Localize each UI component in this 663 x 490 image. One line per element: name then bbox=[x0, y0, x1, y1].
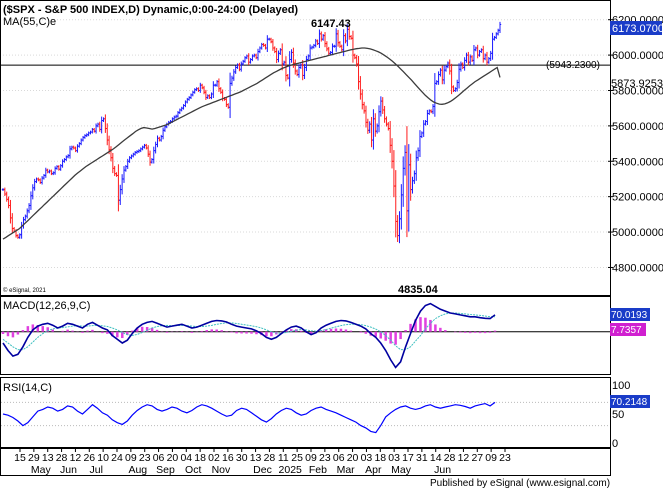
price-tick-label: 5000.0000 bbox=[612, 227, 663, 239]
published-by: Published by eSignal (www.esignal.com) bbox=[430, 478, 610, 489]
macd-legend: MACD(12,26,9,C) bbox=[3, 300, 90, 312]
month-label: May bbox=[391, 464, 412, 476]
day-label: 09 bbox=[485, 452, 497, 464]
macd-series-line bbox=[2, 302, 496, 369]
day-label: 02 bbox=[208, 452, 220, 464]
day-label: 09 bbox=[125, 452, 137, 464]
chart-title: ($SPX - S&P 500 INDEX,D) Dynamic,0:00-24… bbox=[3, 4, 298, 16]
month-label: Nov bbox=[212, 464, 231, 476]
rsi-tick-label: 50 bbox=[612, 409, 624, 421]
day-label: 30 bbox=[236, 452, 248, 464]
macd-value: 70.0193 bbox=[611, 310, 648, 321]
month-label: Apr bbox=[365, 464, 382, 476]
price-tick-label: 5200.0000 bbox=[612, 192, 663, 204]
rsi-tick-label: 100 bbox=[612, 380, 630, 392]
moving-average-line bbox=[2, 47, 501, 240]
time-axis: 15 29 13 28 12 26 10 24 09 23 06 20 04 18 02 16 30 13 28 11… bbox=[14, 449, 511, 476]
last-price-badge: 6173.0700 bbox=[610, 21, 663, 35]
month-label: Aug bbox=[128, 464, 147, 476]
rsi-tick-label: 0 bbox=[612, 438, 618, 450]
day-label: 13 bbox=[250, 452, 262, 464]
price-bar bbox=[498, 21, 502, 33]
price-tick-label: 6000.0000 bbox=[612, 50, 663, 62]
day-label: 27 bbox=[471, 452, 483, 464]
ma-series-line bbox=[2, 47, 501, 240]
low-annotation: 4835.04 bbox=[398, 284, 439, 296]
day-label: 25 bbox=[291, 452, 303, 464]
month-label: Jun bbox=[60, 464, 77, 476]
macd-chart bbox=[1, 302, 610, 369]
price-tick-label: 5600.0000 bbox=[612, 121, 663, 133]
price-panel bbox=[0, 0, 611, 296]
day-label: 10 bbox=[97, 452, 109, 464]
month-label: Sep bbox=[156, 464, 175, 476]
price-gridlines bbox=[1, 19, 610, 268]
day-label: 12 bbox=[70, 452, 82, 464]
day-label: 06 bbox=[333, 452, 345, 464]
signal-value-badge: 7.7357 bbox=[610, 323, 646, 336]
high-annotation: 6147.43 bbox=[311, 18, 351, 30]
rsi-chart: 100 50 0 bbox=[1, 380, 630, 450]
day-label: 14 bbox=[430, 452, 442, 464]
copyright-label: © eSignal, 2021 bbox=[3, 287, 46, 294]
ma-legend: MA(55,C)e bbox=[3, 16, 56, 28]
month-label: May bbox=[31, 464, 52, 476]
day-label: 28 bbox=[264, 452, 276, 464]
price-tick-label: 5400.0000 bbox=[612, 156, 663, 168]
day-label: 16 bbox=[222, 452, 234, 464]
day-label: 11 bbox=[278, 452, 289, 464]
day-label: 03 bbox=[388, 452, 400, 464]
signal-value: 7.7357 bbox=[611, 325, 642, 336]
day-label: 15 bbox=[14, 452, 26, 464]
time-axis-panel bbox=[0, 448, 611, 476]
day-label: 23 bbox=[499, 452, 511, 464]
day-label: 17 bbox=[402, 452, 414, 464]
day-label: 09 bbox=[305, 452, 317, 464]
price-axis: 4800.0000 5000.0000 5200.0000 5400.0000 5600… bbox=[608, 15, 663, 274]
level-annotation: (5943.2300) bbox=[546, 60, 600, 71]
month-label: Jun bbox=[434, 464, 451, 476]
day-label: 06 bbox=[153, 452, 165, 464]
day-label: 20 bbox=[167, 452, 179, 464]
month-label: Jul bbox=[89, 464, 102, 476]
month-label: Feb bbox=[309, 464, 327, 476]
day-label: 26 bbox=[83, 452, 95, 464]
month-label: 2025 bbox=[279, 464, 303, 476]
macd-panel bbox=[0, 296, 611, 375]
day-label: 18 bbox=[194, 452, 206, 464]
month-label: Oct bbox=[185, 464, 201, 476]
day-label: 20 bbox=[347, 452, 359, 464]
day-label: 18 bbox=[374, 452, 386, 464]
rsi-panel bbox=[0, 377, 611, 448]
day-label: 31 bbox=[416, 452, 428, 464]
rsi-value: 70.2148 bbox=[611, 397, 648, 408]
day-label: 13 bbox=[42, 452, 54, 464]
month-label: Mar bbox=[337, 464, 356, 476]
day-label: 04 bbox=[180, 452, 192, 464]
day-label: 23 bbox=[139, 452, 151, 464]
day-label: 24 bbox=[111, 452, 123, 464]
day-label: 12 bbox=[458, 452, 470, 464]
rsi-series-line bbox=[2, 401, 496, 434]
ma-value-label: 5873.9253 bbox=[611, 78, 663, 90]
last-price-value: 6173.0700 bbox=[612, 23, 663, 35]
month-label: Dec bbox=[253, 464, 272, 476]
day-label: 28 bbox=[444, 452, 456, 464]
rsi-legend: RSI(14,C) bbox=[3, 382, 52, 394]
day-label: 29 bbox=[28, 452, 40, 464]
day-label: 23 bbox=[319, 452, 331, 464]
price-tick-label: 5800.0000 bbox=[612, 85, 663, 97]
rsi-value-badge: 70.2148 bbox=[610, 395, 650, 408]
day-label: 03 bbox=[361, 452, 373, 464]
price-tick-label: 4800.0000 bbox=[612, 262, 663, 274]
day-label: 28 bbox=[56, 452, 68, 464]
macd-value-badge: 70.0193 bbox=[610, 308, 650, 321]
